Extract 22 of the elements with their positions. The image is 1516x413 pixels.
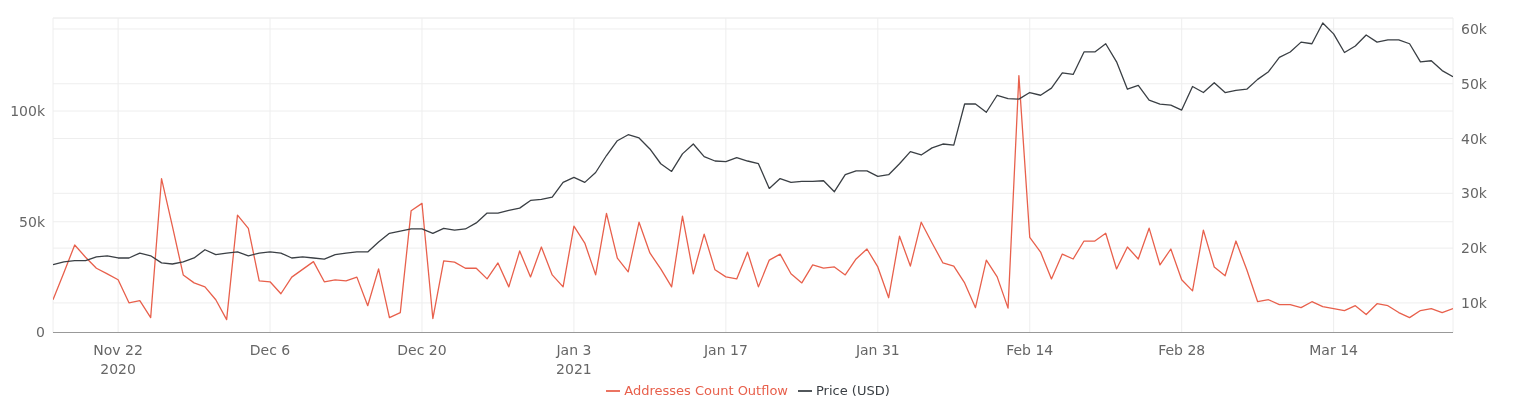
y-tick-label: 0 bbox=[36, 324, 45, 341]
y2-tick-label: 50k bbox=[1461, 75, 1488, 92]
y2-tick-label: 20k bbox=[1461, 240, 1488, 257]
x-tick-label: Jan 31 bbox=[854, 341, 900, 358]
y2-tick-label: 40k bbox=[1461, 130, 1488, 147]
x-tick-label: Mar 14 bbox=[1309, 341, 1359, 358]
x-tick-label: Dec 6 bbox=[249, 341, 291, 358]
x-tick-label: Dec 20 bbox=[397, 341, 447, 358]
legend-label: Addresses Count Outflow bbox=[624, 382, 788, 398]
line-series bbox=[53, 22, 1453, 266]
x-tick-label: Jan 3 2021 bbox=[555, 341, 592, 377]
y2-tick-label: 30k bbox=[1461, 185, 1488, 202]
x-tick-label: Jan 17 bbox=[702, 341, 748, 358]
legend-label: Price (USD) bbox=[815, 382, 890, 398]
y-tick-label: 100k bbox=[10, 102, 46, 119]
x-tick-label: Feb 14 bbox=[1006, 341, 1054, 358]
y-tick-label: 50k bbox=[19, 213, 46, 230]
y2-tick-label: 10k bbox=[1461, 294, 1488, 311]
x-tick-label: Nov 22 2020 bbox=[93, 341, 143, 377]
x-tick-label: Feb 28 bbox=[1158, 341, 1206, 358]
line-series bbox=[53, 74, 1453, 321]
y2-tick-label: 60k bbox=[1461, 20, 1488, 37]
